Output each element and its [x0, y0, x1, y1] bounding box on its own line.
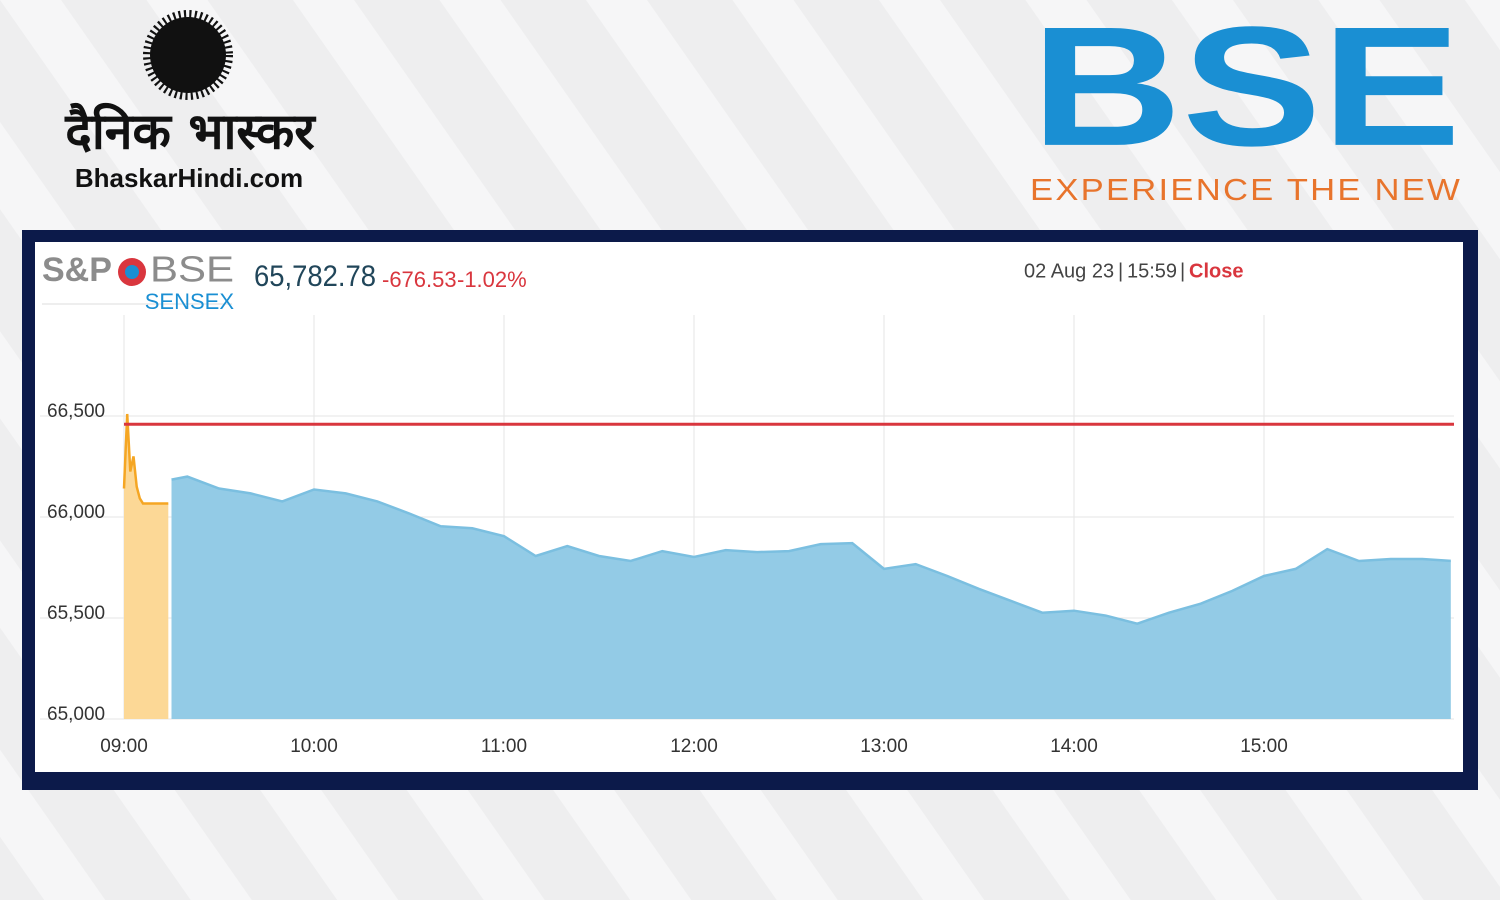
price-line [122, 413, 169, 505]
publisher-site: BhaskarHindi.com [75, 163, 303, 193]
last-price: 65,782.78 [254, 260, 376, 293]
separator: | [1118, 260, 1123, 282]
index-exchange: BSE [150, 249, 234, 290]
status: Close [1189, 260, 1243, 282]
area-fill [171, 476, 1451, 719]
index-name: SENSEX [145, 289, 235, 314]
x-tick-label: 15:00 [1240, 736, 1288, 757]
y-tick-label: 66,500 [47, 401, 105, 422]
y-tick-label: 65,000 [47, 704, 105, 725]
exchange-logo: BSE [1031, 0, 1461, 182]
price-line [171, 475, 1451, 626]
y-tick-label: 66,000 [47, 502, 105, 523]
exchange-tagline: EXPERIENCE THE NEW [1030, 172, 1462, 207]
date: 02 Aug 23 [1024, 260, 1114, 282]
x-tick-label: 13:00 [860, 736, 908, 757]
sun-icon [143, 10, 233, 100]
index-brand: S&P [42, 251, 112, 289]
x-tick-label: 14:00 [1050, 736, 1098, 757]
change: -676.53 [382, 267, 457, 292]
brand-mark [125, 265, 139, 279]
x-tick-label: 11:00 [481, 736, 527, 757]
x-tick-label: 10:00 [290, 736, 338, 757]
time: 15:59 [1127, 260, 1177, 282]
y-tick-label: 65,500 [47, 603, 105, 624]
x-tick-label: 09:00 [100, 736, 148, 757]
change-percent: -1.02% [457, 267, 527, 292]
x-tick-label: 12:00 [670, 736, 718, 757]
separator: | [1180, 260, 1185, 282]
area-fill [124, 414, 169, 719]
publisher-name: दैनिक भास्कर [64, 103, 316, 161]
